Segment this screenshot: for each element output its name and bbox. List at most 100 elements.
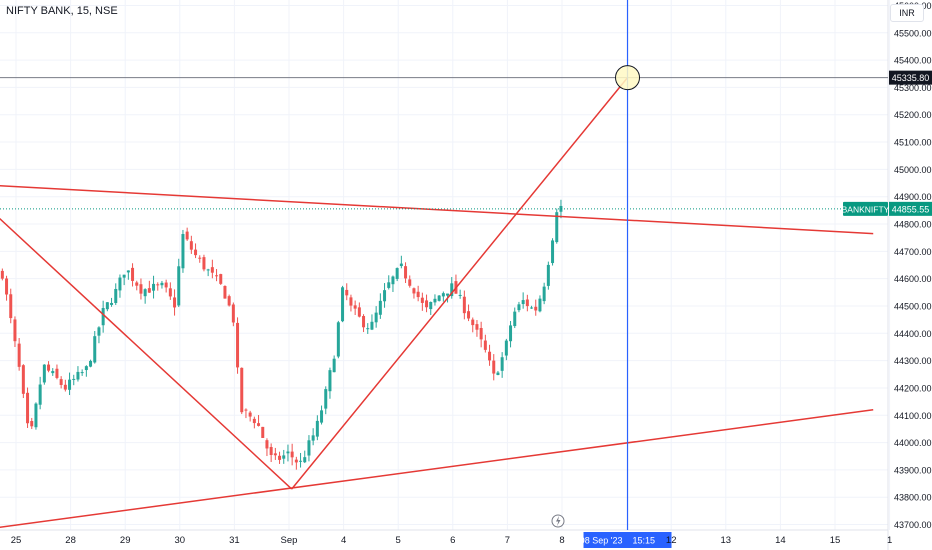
candle-body <box>504 340 508 356</box>
candle-body <box>530 307 534 309</box>
candle-body <box>353 305 357 309</box>
crosshair-price-label: 45335.80 <box>892 73 930 83</box>
candle-body <box>311 435 315 441</box>
candle-body <box>467 311 471 319</box>
candle-body <box>387 282 391 288</box>
y-tick-label: 44200.00 <box>894 383 932 393</box>
candle-body <box>160 282 164 286</box>
candle-body <box>210 267 214 273</box>
y-tick-label: 44100.00 <box>894 411 932 421</box>
candle-body <box>551 240 555 264</box>
candle-body <box>366 328 370 330</box>
candle-body <box>114 288 118 304</box>
candle-body <box>164 282 168 288</box>
candle-body <box>399 263 403 267</box>
candle-body <box>345 289 349 296</box>
candle-body <box>383 290 387 302</box>
candle-body <box>5 278 9 295</box>
x-tick-label: 14 <box>775 535 786 546</box>
candle-body <box>248 412 252 417</box>
x-tick-label: 1 <box>887 535 892 546</box>
crosshair-price-badge <box>889 70 932 85</box>
candle-body <box>215 275 219 277</box>
candle-body <box>328 370 332 392</box>
candle-body <box>408 279 412 286</box>
candle-body <box>21 365 25 394</box>
last-price-value: 44855.55 <box>892 204 930 214</box>
candle-body <box>122 274 126 278</box>
candles <box>0 199 563 470</box>
candle-body <box>517 304 521 311</box>
candle-body <box>47 364 51 371</box>
candle-body <box>412 288 416 294</box>
candle-body <box>336 322 340 357</box>
candle-body <box>223 286 227 299</box>
candle-body <box>194 249 198 256</box>
y-tick-label: 44900.00 <box>894 192 932 202</box>
candle-body <box>374 312 378 323</box>
symbol-title[interactable]: NIFTY BANK, 15, NSE <box>6 5 118 17</box>
y-tick-label: 45100.00 <box>894 138 932 148</box>
last-price-value-badge <box>889 201 932 216</box>
candle-body <box>51 371 55 374</box>
candle-body <box>286 451 290 454</box>
candle-body <box>492 360 496 374</box>
candle-body <box>9 294 13 319</box>
candle-body <box>189 241 193 250</box>
candle-body <box>147 288 151 293</box>
candle-body <box>378 300 382 315</box>
candle-body <box>488 351 492 361</box>
candle-body <box>68 379 72 390</box>
candle-body <box>252 418 256 424</box>
x-tick-label: 6 <box>450 535 455 546</box>
candle-body <box>425 300 429 308</box>
candle-body <box>143 289 147 297</box>
candle-body <box>479 327 483 340</box>
candle-body <box>97 327 101 336</box>
candle-body <box>59 379 63 385</box>
last-price-symbol-badge <box>843 201 888 216</box>
candle-body <box>30 421 34 427</box>
candle-body <box>307 440 311 456</box>
y-tick-label: 43800.00 <box>894 493 932 503</box>
candle-body <box>332 358 336 373</box>
lightning-icon-glyph <box>556 516 561 526</box>
y-tick-label: 45200.00 <box>894 110 932 120</box>
currency-button[interactable]: INR <box>890 4 924 22</box>
candle-body <box>101 307 105 326</box>
candle-body <box>126 270 130 273</box>
trendline <box>0 185 874 235</box>
crosshair-date-badge <box>583 532 672 548</box>
candle-body <box>236 322 240 368</box>
candle-body <box>437 295 441 301</box>
candle-body <box>349 297 353 306</box>
y-tick-label: 44500.00 <box>894 301 932 311</box>
x-tick-label: 12 <box>666 535 677 546</box>
candle-body <box>357 307 361 317</box>
candle-body <box>555 212 559 243</box>
crosshair-marker <box>615 65 641 91</box>
candle-body <box>542 286 546 302</box>
candle-body <box>17 343 21 367</box>
candle-body <box>219 274 223 284</box>
candle-body <box>471 319 475 326</box>
candle-body <box>139 284 143 294</box>
candle-body <box>282 455 286 459</box>
candle-body <box>206 269 210 271</box>
candle-body <box>13 319 17 342</box>
candle-body <box>168 288 172 297</box>
x-tick-label: 7 <box>505 535 510 546</box>
candle-body <box>118 277 122 291</box>
y-tick-label: 44600.00 <box>894 274 932 284</box>
candle-body <box>290 451 294 458</box>
candle-body <box>34 403 38 428</box>
candle-body <box>370 321 374 330</box>
candle-body <box>257 423 261 426</box>
candle-body <box>261 426 265 438</box>
x-tick-label: 8 <box>559 535 564 546</box>
candle-body <box>538 298 542 312</box>
candle-body <box>240 367 244 413</box>
y-tick-label: 44700.00 <box>894 247 932 257</box>
